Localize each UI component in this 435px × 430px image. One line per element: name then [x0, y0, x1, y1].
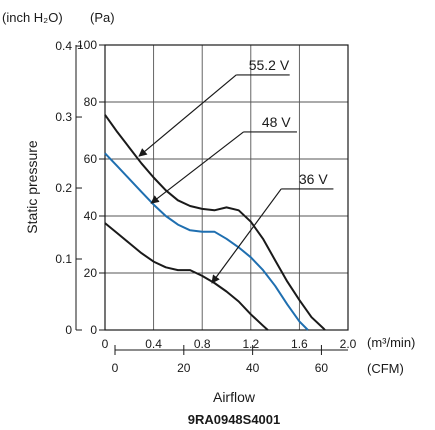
x-tick-label-cfm: 0	[112, 361, 119, 375]
y-tick-label-inch: 0.4	[55, 39, 72, 53]
y-tick-label-pa: 60	[84, 152, 98, 166]
y-tick-label-pa: 100	[77, 38, 97, 52]
x-tick-label-cfm: 60	[315, 361, 329, 375]
callout-leader	[138, 74, 237, 157]
y-tick-label-pa: 40	[84, 209, 98, 223]
x-tick-label-m3: 0.8	[194, 337, 211, 351]
labels: (inch H₂O) (Pa) Static pressure (m³/min)…	[2, 10, 415, 427]
x-unit-m3-label: (m³/min)	[367, 335, 415, 350]
x-tick-label-m3: 1.2	[242, 337, 259, 351]
callout-leader	[211, 188, 282, 284]
x-tick-label-m3: 0	[102, 337, 109, 351]
x-unit-cfm-label: (CFM)	[367, 361, 404, 376]
callout-label: 48 V	[262, 114, 291, 130]
y-unit-inch-label: (inch H₂O)	[2, 10, 63, 25]
x-tick-label-m3: 1.6	[291, 337, 308, 351]
y-unit-pa-label: (Pa)	[90, 10, 115, 25]
y-tick-label-inch: 0.2	[55, 181, 72, 195]
plot-frame	[104, 44, 349, 331]
callout-label: 36 V	[299, 171, 328, 187]
model-number: 9RA0948S4001	[188, 412, 281, 427]
y-tick-label-pa: 20	[84, 266, 98, 280]
callout-leader	[150, 131, 244, 204]
y-tick-label-inch: 0	[65, 323, 72, 337]
x-tick-label-cfm: 40	[246, 361, 260, 375]
x-tick-label-cfm: 20	[177, 361, 191, 375]
callout-label: 55.2 V	[249, 57, 290, 73]
y-tick-label-inch: 0.1	[55, 252, 72, 266]
series-curve-3	[104, 222, 269, 331]
series-curve-2	[104, 152, 309, 331]
grid-lines	[105, 45, 348, 330]
y-tick-label-pa: 0	[90, 323, 97, 337]
y-tick-label-inch: 0.3	[55, 110, 72, 124]
y-axis-title: Static pressure	[24, 140, 40, 234]
y-tick-label-pa: 80	[84, 95, 98, 109]
x-tick-label-m3: 2.0	[340, 337, 357, 351]
x-tick-label-m3: 0.4	[145, 337, 162, 351]
series-curves	[104, 114, 326, 331]
axes	[75, 44, 349, 355]
series-curve-1	[104, 114, 326, 331]
x-axis-title: Airflow	[213, 389, 256, 405]
callouts: 55.2 V 48 V 36 V	[138, 57, 334, 284]
